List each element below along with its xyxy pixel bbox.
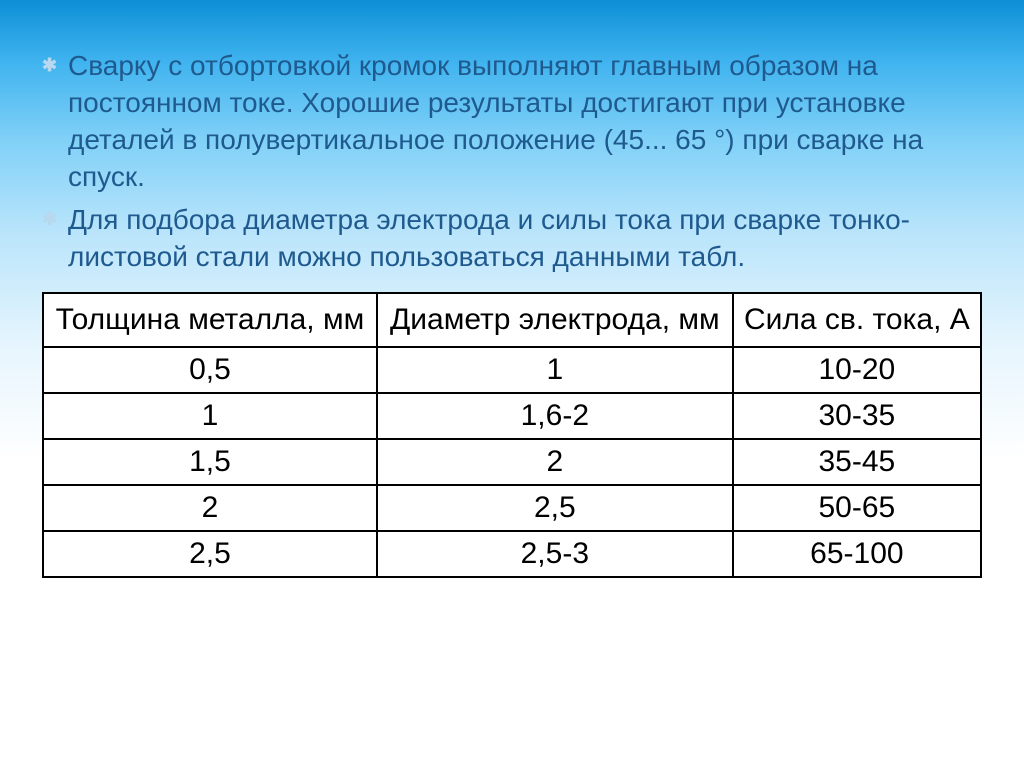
table-row: 1,5 2 35-45 [43, 439, 981, 485]
table-cell: 35-45 [733, 439, 981, 485]
table-cell: 1,5 [43, 439, 377, 485]
table-cell: 2,5-3 [377, 531, 733, 577]
table-cell: 1 [377, 347, 733, 393]
table-row: 1 1,6-2 30-35 [43, 393, 981, 439]
table-header-cell: Сила св. тока, А [733, 293, 981, 347]
table-cell: 1,6-2 [377, 393, 733, 439]
table-row: 2 2,5 50-65 [43, 485, 981, 531]
table-cell: 2 [377, 439, 733, 485]
table-cell: 2,5 [43, 531, 377, 577]
table-cell: 10-20 [733, 347, 981, 393]
table-body: 0,5 1 10-20 1 1,6-2 30-35 1,5 2 35-45 2 … [43, 347, 981, 577]
table-head: Толщина металла, мм Диаметр электрода, м… [43, 293, 981, 347]
bullet-text: Для подбора диаметра электрода и силы то… [68, 204, 910, 272]
bullet-list: Сварку с отбортовкой кромок выполняют гл… [38, 48, 986, 276]
bullet-item: Для подбора диаметра электрода и силы то… [38, 202, 986, 276]
table-row: 2,5 2,5-3 65-100 [43, 531, 981, 577]
table-cell: 65-100 [733, 531, 981, 577]
table-header-cell: Диаметр электрода, мм [377, 293, 733, 347]
slide: Сварку с отбортовкой кромок выполняют гл… [0, 0, 1024, 767]
table-cell: 30-35 [733, 393, 981, 439]
table-cell: 50-65 [733, 485, 981, 531]
table-header-row: Толщина металла, мм Диаметр электрода, м… [43, 293, 981, 347]
table-container: Толщина металла, мм Диаметр электрода, м… [38, 282, 986, 578]
table-cell: 2,5 [377, 485, 733, 531]
bullet-item: Сварку с отбортовкой кромок выполняют гл… [38, 48, 986, 196]
table-cell: 2 [43, 485, 377, 531]
table-cell: 1 [43, 393, 377, 439]
bullet-text: Сварку с отбортовкой кромок выполняют гл… [68, 50, 923, 192]
table-row: 0,5 1 10-20 [43, 347, 981, 393]
table-header-cell: Толщина металла, мм [43, 293, 377, 347]
data-table: Толщина металла, мм Диаметр электрода, м… [42, 292, 982, 578]
table-cell: 0,5 [43, 347, 377, 393]
